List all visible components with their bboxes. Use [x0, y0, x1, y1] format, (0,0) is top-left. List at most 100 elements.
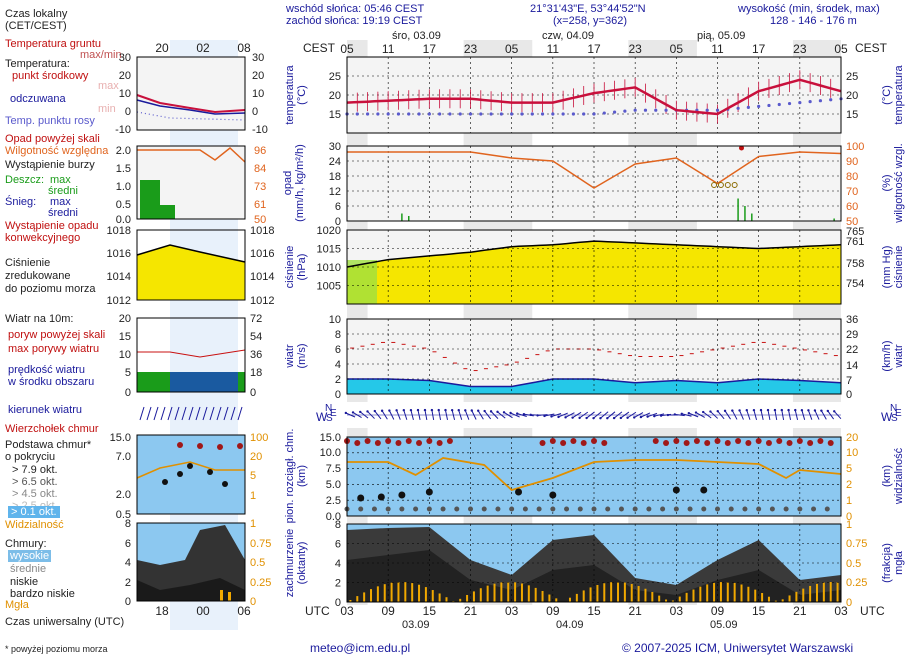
wind-arrow-head: [536, 414, 539, 417]
dewpoint-dot: [571, 112, 576, 116]
fog-bar: [754, 589, 757, 602]
cest-hour-label: 11: [382, 42, 395, 56]
fog-bar: [795, 591, 798, 602]
legend-wind-dir: kierunek wiatru: [8, 404, 82, 416]
legend-fog-tick: 0.5: [250, 557, 265, 569]
legend-wind-kmh-tick: 36: [250, 349, 262, 361]
fog-bar: [651, 591, 654, 602]
fog-bar: [541, 590, 544, 602]
pressure-axis-unit: (hPa): [296, 254, 308, 281]
fog-bar: [472, 591, 475, 602]
cest-hour-label: 05: [340, 42, 354, 56]
cloud-top-dot: [426, 438, 433, 444]
utc-hour-label: 15: [587, 604, 601, 618]
wind-arrow-head: [731, 409, 734, 412]
temp-axis-unit: (°C): [296, 85, 308, 105]
temp-tick-left: 15: [329, 109, 341, 121]
legend-visibility-tick: 100: [250, 432, 268, 444]
legend-wind-speed-1: prędkość wiatru: [8, 364, 86, 376]
fog-bar: [719, 582, 722, 602]
fog-bar: [555, 598, 558, 602]
dewpoint-dot: [582, 112, 586, 116]
legend-fog-tick: 0.25: [250, 577, 271, 589]
dewpoint-dot: [623, 109, 627, 113]
fog-bar: [836, 582, 839, 602]
wind-kmh-tick: 0: [846, 389, 852, 401]
legend-visibility-tick: 5: [250, 470, 256, 482]
footer-copyright: © 2007-2025 ICM, Uniwersytet Warszawski: [622, 641, 854, 655]
dewpoint-dot: [530, 112, 534, 116]
cloud-top-dot: [693, 438, 700, 444]
fog-bar: [829, 582, 832, 602]
cloud-top-dot: [735, 438, 742, 444]
fog-bar: [767, 596, 770, 602]
wind-ms-tick: 4: [335, 359, 341, 371]
pressure-low-fill: [347, 260, 377, 304]
dewpoint-dot: [777, 102, 781, 107]
cover-tick: 8: [335, 519, 341, 531]
wind-arrow-head: [477, 409, 480, 412]
fog-bar: [500, 582, 503, 602]
footer-email[interactable]: meteo@icm.edu.pl: [310, 641, 411, 655]
dewpoint-dot: [736, 106, 740, 110]
wind-arrow-head: [653, 414, 656, 418]
wind-arrow-head: [716, 409, 719, 413]
cest-hour-label: 17: [423, 42, 437, 56]
cloud-base-dot: [377, 493, 385, 501]
legend-cloud-tick: 15.0: [110, 432, 131, 444]
fog-bar: [404, 582, 407, 602]
dewpoint-dot: [592, 112, 596, 116]
wind-arrow-head: [787, 408, 790, 412]
legend-pressure-area: [137, 245, 245, 300]
wind-arrow-head: [409, 408, 413, 412]
cloud-base-low-dot: [632, 506, 638, 512]
legend-pressure-line: [136, 244, 246, 263]
wind-arrow-head: [738, 409, 741, 412]
legend-high: wysokie: [8, 550, 52, 562]
legend-wind-frame: [136, 317, 246, 393]
dewpoint-dot: [417, 112, 421, 116]
legend-pressure-tick-right: 1012: [250, 295, 274, 307]
wind-arrow-head: [489, 410, 493, 413]
cloud-base-dot: [357, 494, 365, 502]
legend-cover-tick: 0: [125, 596, 131, 608]
dewpoint-dot: [510, 112, 514, 116]
legend-precip-occ-2: konwekcyjnego: [5, 232, 81, 244]
wind-arrow-head: [557, 415, 560, 419]
fog-bar: [418, 584, 421, 602]
cloud-top-dot: [385, 438, 392, 444]
legend-wind-arrow: [181, 406, 187, 421]
legend-rain: Deszcz:: [5, 174, 45, 186]
cloud-base-low-dot: [550, 506, 556, 512]
wind-arrow-head: [450, 408, 454, 412]
fog-bar: [822, 582, 825, 602]
cloud-km-tick: 2.5: [326, 495, 341, 507]
humidity-axis-label: wilgotność wzgl.: [893, 143, 905, 223]
cloud-base-dot: [700, 486, 708, 494]
wind-kmh-tick: 29: [846, 329, 858, 341]
wind-arrow-head: [457, 409, 460, 412]
precip-tick: 24: [329, 156, 341, 168]
date-bottom-3: 05.09: [710, 619, 738, 631]
pressure-mmhg-tick: 758: [846, 258, 864, 270]
cloud-base-low-dot: [495, 506, 501, 512]
legend-rain-max-bar: [140, 180, 160, 219]
cloud-base-low-dot: [728, 506, 734, 512]
legend-wind-arrow: [167, 406, 173, 421]
legend-wind-arrow: [209, 406, 215, 421]
fog-bar: [445, 597, 448, 602]
wind-axis-label-right: wiatr: [893, 344, 905, 369]
sunset-text: zachód słońca: 19:19 CEST: [286, 15, 423, 27]
temp-axis-label-right: temperatura: [893, 64, 905, 124]
cloud-base-low-dot: [824, 506, 830, 512]
dewpoint-dot: [612, 110, 617, 114]
legend-wind-speed-2: w środku obszaru: [8, 376, 95, 388]
wind-ms-tick: 0: [335, 389, 341, 401]
pressure-mm-axis-unit: (mm Hg): [881, 246, 893, 289]
fog-bar: [644, 588, 647, 602]
legend-pressure-tick-right: 1014: [250, 271, 274, 283]
legend-very-low: bardzo niskie: [10, 588, 75, 600]
cloud-top-dot: [374, 440, 381, 446]
legend-fog-tick: 1: [250, 518, 256, 530]
legend-snow: Śnieg:: [5, 196, 37, 208]
